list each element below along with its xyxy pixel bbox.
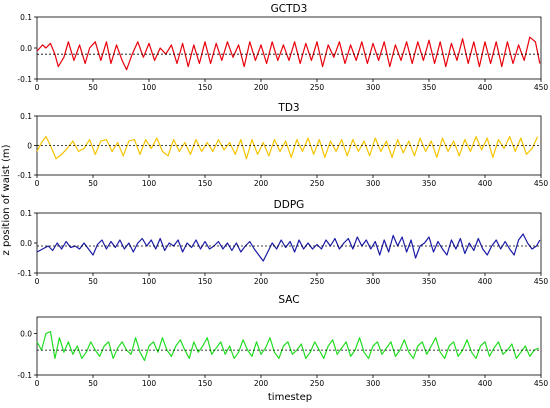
x-tick-label: 450 — [534, 179, 549, 188]
x-tick-label: 400 — [478, 83, 493, 92]
panel-ddpg: DDPG 0 50 100 150 200 250 300 350 400 450 -0.1 0.0 0.… — [17, 199, 548, 286]
x-tick-label: 400 — [478, 179, 493, 188]
y-tick-label: 0.0 — [20, 330, 32, 339]
x-tick-label: 100 — [142, 83, 157, 92]
x-tick-label: 450 — [534, 277, 549, 286]
x-tick-label: 450 — [534, 379, 549, 388]
series-line-gctd3 — [36, 36, 541, 71]
y-tick-label: 0.0 — [20, 239, 32, 248]
x-tick-label: 400 — [478, 379, 493, 388]
plot-frame — [36, 16, 542, 80]
panel-title-gctd3: GCTD3 — [271, 3, 308, 15]
x-tick-label: 0 — [35, 83, 40, 92]
plot-frame — [36, 316, 542, 376]
x-tick-label: 150 — [198, 83, 213, 92]
x-tick-label: 250 — [310, 179, 325, 188]
x-tick-label: 350 — [422, 379, 437, 388]
x-tick-label: 200 — [254, 83, 269, 92]
x-tick-label: 0 — [35, 379, 40, 388]
x-tick-label: 50 — [88, 83, 98, 92]
x-tick-label: 50 — [88, 179, 98, 188]
x-tick-label: 350 — [422, 277, 437, 286]
panel-title-td3: TD3 — [277, 102, 299, 114]
x-tick-label: 450 — [534, 83, 549, 92]
y-tick-label: 0.0 — [20, 44, 32, 53]
y-tick-label: -0.1 — [17, 371, 32, 380]
x-tick-label: 100 — [142, 379, 157, 388]
x-tick-label: 200 — [254, 379, 269, 388]
series-line-ddpg — [36, 233, 541, 262]
y-tick-label: 0.1 — [20, 209, 32, 218]
x-tick-label: 250 — [310, 277, 325, 286]
y-tick-label: 0 — [27, 142, 32, 151]
x-tick-label: 250 — [310, 379, 325, 388]
x-tick-label: 350 — [422, 83, 437, 92]
x-tick-label: 350 — [422, 179, 437, 188]
x-tick-label: 50 — [88, 277, 98, 286]
x-tick-label: 300 — [366, 83, 381, 92]
x-tick-label: 300 — [366, 277, 381, 286]
x-axis-title: timestep — [268, 392, 312, 403]
x-tick-label: 100 — [142, 179, 157, 188]
y-tick-label: 0.1 — [20, 13, 32, 22]
series-line-sac — [36, 330, 540, 362]
x-tick-label: 150 — [198, 379, 213, 388]
x-tick-label: 150 — [198, 277, 213, 286]
series-line-td3 — [36, 136, 539, 160]
x-tick-label: 200 — [254, 179, 269, 188]
panel-title-ddpg: DDPG — [274, 199, 305, 211]
x-tick-label: 300 — [366, 179, 381, 188]
y-tick-label: 0.1 — [20, 112, 32, 121]
y-axis-title: z position of waist (m) — [1, 144, 12, 255]
panel-gctd3: GCTD3 0 50 100 150 200 250 300 350 400 450 -0.1 0.0 0… — [17, 3, 548, 92]
x-tick-label: 0 — [35, 179, 40, 188]
y-tick-label: -0.1 — [17, 75, 32, 84]
x-tick-label: 400 — [478, 277, 493, 286]
y-tick-label: -0.1 — [17, 269, 32, 278]
x-tick-label: 200 — [254, 277, 269, 286]
panel-sac: SAC 0 50 100 150 200 250 300 350 400 450 -0.1 0.0 — [17, 294, 548, 388]
x-tick-label: 50 — [88, 379, 98, 388]
x-tick-label: 0 — [35, 277, 40, 286]
x-tick-label: 300 — [366, 379, 381, 388]
x-tick-label: 150 — [198, 179, 213, 188]
y-tick-label: -0.1 — [17, 171, 32, 180]
x-tick-label: 100 — [142, 277, 157, 286]
x-tick-label: 250 — [310, 83, 325, 92]
panel-title-sac: SAC — [278, 294, 299, 306]
